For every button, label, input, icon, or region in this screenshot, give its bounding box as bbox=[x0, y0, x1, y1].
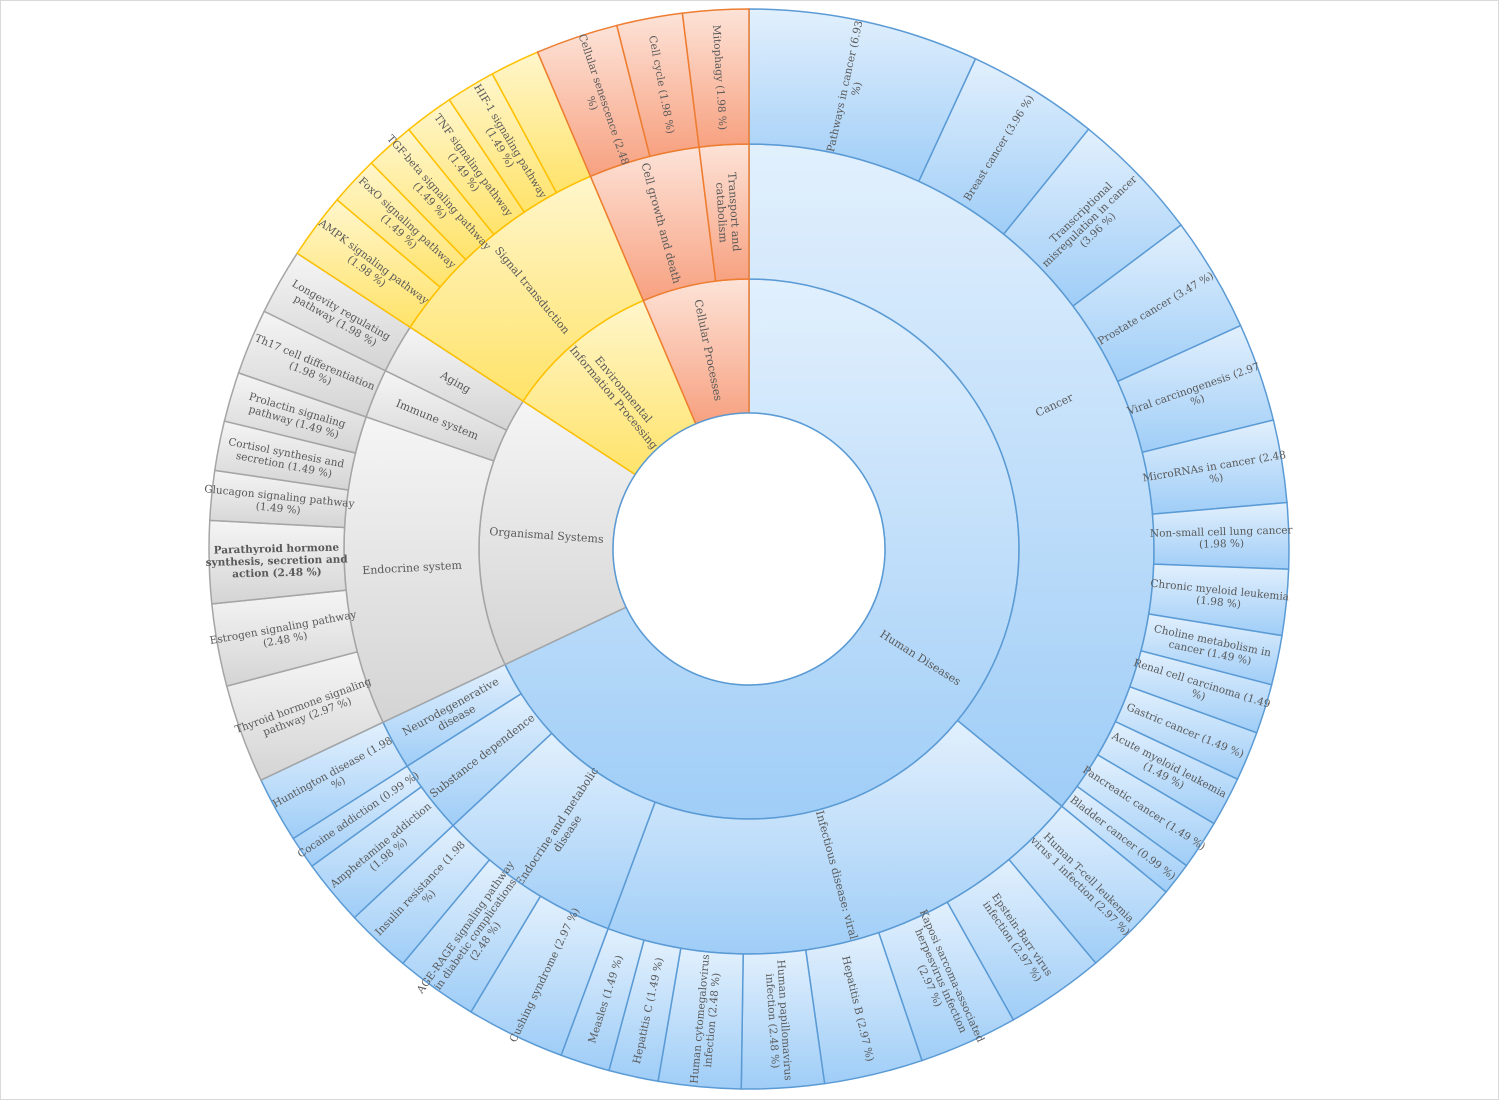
pathway-label-parathyroid-hormone-synthesis-secretion-and-action-2-48: Parathyroid hormonesynthesis, secretion … bbox=[205, 541, 349, 581]
center-hole bbox=[612, 412, 886, 686]
pathway-segment-mitophagy-1-98 bbox=[681, 8, 750, 148]
pathway-label-non-small-cell-lung-cancer-1-98: Non-small cell lung cancer(1.98 %) bbox=[1150, 524, 1294, 552]
subcategory-label-endocrine-system: Endocrine system bbox=[362, 559, 463, 577]
pathway-label-human-papillomavirus-infection-2-48: Human papillomavirusinfection (2.48 %) bbox=[762, 959, 794, 1081]
subcategory-label-transport-and-catabolism: Transport andcatabolism bbox=[713, 172, 743, 253]
